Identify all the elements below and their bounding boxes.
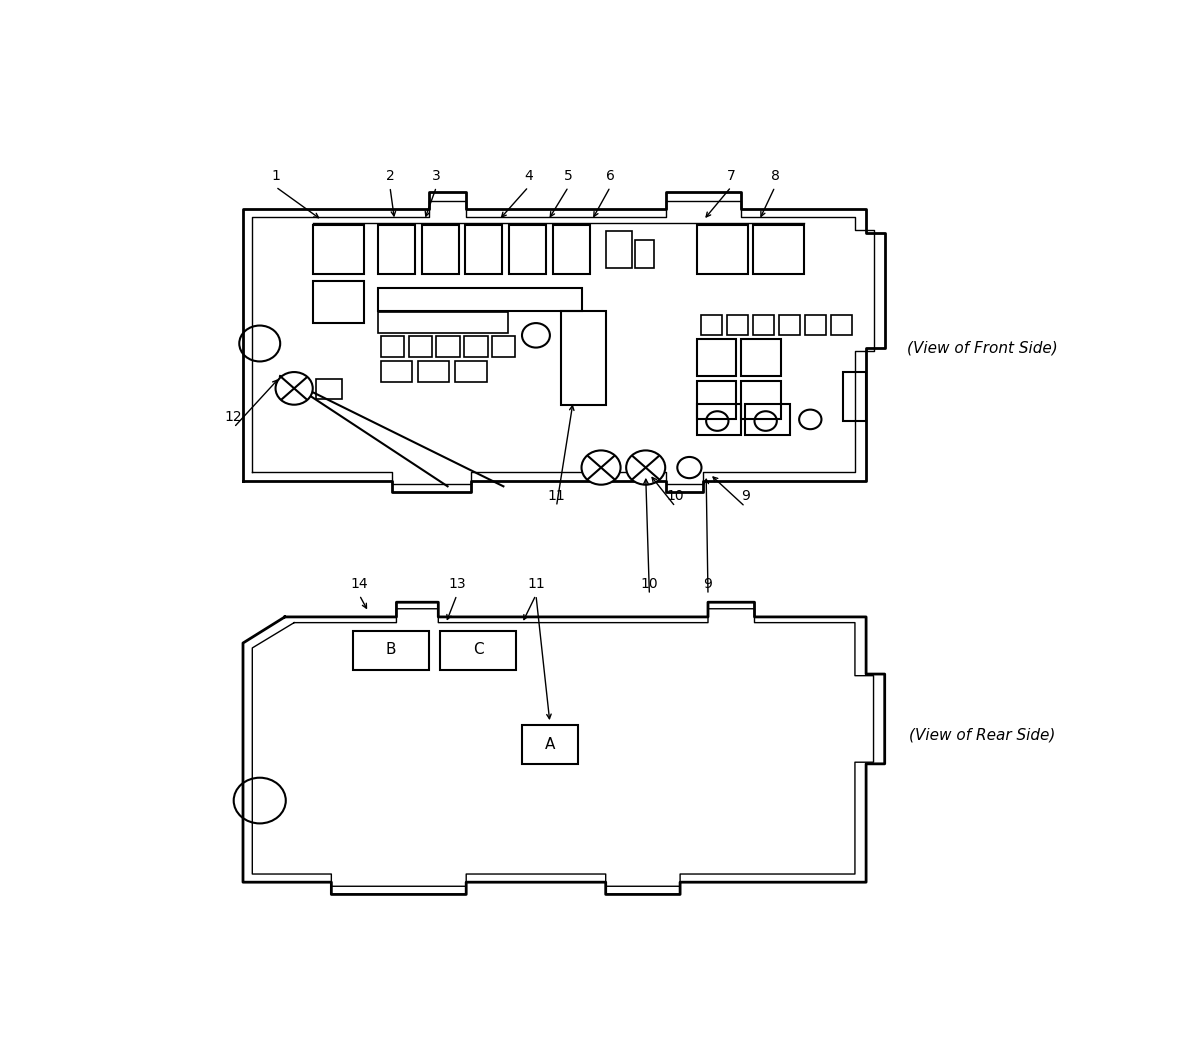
Text: 7: 7 [727, 170, 736, 183]
Bar [380, 360, 413, 382]
Bar [752, 315, 774, 335]
Text: 6: 6 [606, 170, 614, 183]
Text: 11: 11 [547, 489, 565, 504]
Text: 9: 9 [703, 578, 713, 591]
Bar [805, 315, 826, 335]
Text: A: A [545, 737, 556, 752]
Bar [842, 372, 866, 421]
Bar [562, 311, 606, 405]
Bar [509, 225, 546, 275]
Bar [455, 360, 487, 382]
Bar [313, 225, 364, 275]
Bar [408, 336, 432, 357]
Circle shape [276, 372, 313, 405]
Bar [727, 315, 748, 335]
Text: 3: 3 [432, 170, 440, 183]
Bar [437, 336, 460, 357]
Text: 14: 14 [350, 578, 368, 591]
Circle shape [582, 450, 620, 484]
Bar [380, 336, 404, 357]
Bar [553, 225, 590, 275]
Text: (View of Front Side): (View of Front Side) [907, 340, 1057, 355]
Bar [378, 225, 415, 275]
Bar [440, 631, 516, 670]
Bar [742, 381, 780, 419]
Bar [421, 225, 458, 275]
Bar [606, 231, 631, 268]
Bar [353, 631, 430, 670]
Text: 5: 5 [564, 170, 572, 183]
Bar [418, 360, 450, 382]
Bar [636, 240, 654, 268]
Text: 12: 12 [224, 410, 242, 424]
Bar [313, 281, 364, 323]
Bar [745, 404, 790, 435]
Bar [697, 338, 736, 376]
Bar [697, 381, 736, 419]
Text: C: C [473, 642, 484, 657]
Text: 9: 9 [740, 489, 750, 504]
Bar [697, 225, 748, 275]
Bar [742, 338, 780, 376]
Bar [752, 225, 804, 275]
Text: 13: 13 [448, 578, 466, 591]
Text: B: B [385, 642, 396, 657]
Text: 4: 4 [524, 170, 533, 183]
Text: 8: 8 [770, 170, 779, 183]
Bar [697, 404, 742, 435]
Bar [464, 336, 487, 357]
Text: 10: 10 [641, 578, 659, 591]
Bar [522, 725, 578, 764]
Bar [378, 288, 582, 311]
Circle shape [626, 450, 665, 484]
Bar [316, 378, 342, 399]
Text: (View of Rear Side): (View of Rear Side) [910, 728, 1056, 743]
Bar [492, 336, 516, 357]
Text: 2: 2 [385, 170, 395, 183]
Text: 1: 1 [271, 170, 280, 183]
Bar [466, 225, 503, 275]
Text: 11: 11 [527, 578, 545, 591]
Bar [779, 315, 800, 335]
Text: 10: 10 [667, 489, 684, 504]
Bar [830, 315, 852, 335]
Bar [378, 313, 508, 333]
Bar [701, 315, 722, 335]
